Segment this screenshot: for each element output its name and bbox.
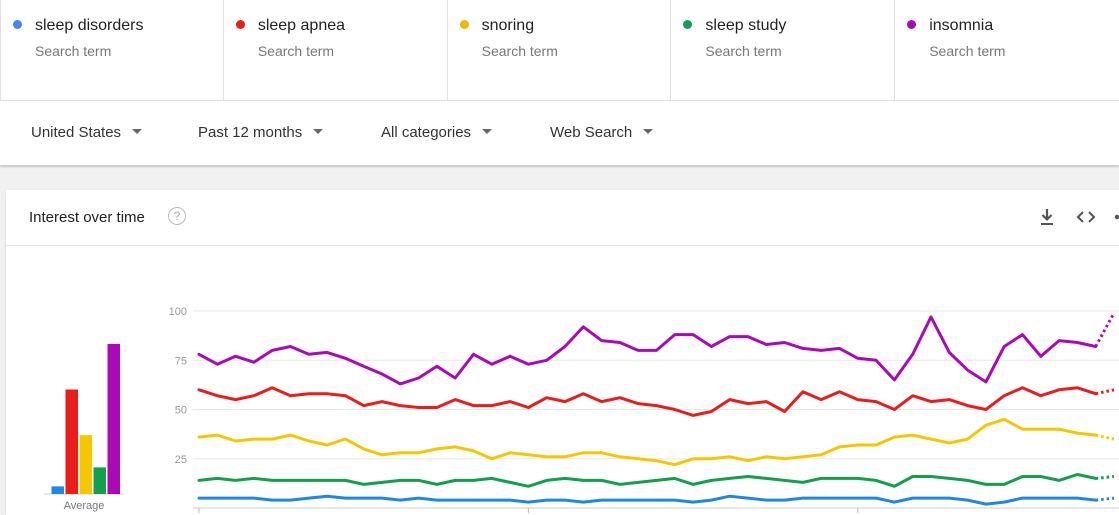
y-tick-label: 100 — [169, 306, 187, 318]
term-color-dot — [13, 20, 22, 29]
y-tick-label: 25 — [175, 454, 187, 466]
average-bar-sleep-disorders — [51, 486, 64, 494]
term-color-dot — [907, 20, 917, 29]
search-type-label: Web Search — [550, 124, 633, 141]
average-bar-sleep-apnea — [65, 389, 78, 494]
download-icon[interactable] — [1036, 206, 1058, 228]
category-dropdown[interactable]: All categories — [381, 124, 493, 141]
series-partial-snoring — [1095, 433, 1115, 441]
chevron-down-icon — [132, 128, 143, 134]
series-line-sleep-apnea — [197, 386, 1098, 417]
search-type-dropdown[interactable]: Web Search — [550, 124, 654, 141]
term-name: sleep study — [705, 17, 787, 34]
series-partial-insomnia — [1094, 312, 1116, 348]
y-tick-label: 50 — [175, 405, 187, 417]
interest-over-time-card: Interest over time ? Average 25 50 75 100 F… — [6, 190, 1119, 515]
average-bar-sleep-study — [93, 467, 106, 494]
average-label: Average — [64, 500, 105, 512]
time-range-label: Past 12 months — [198, 124, 303, 141]
series-partial-sleep-apnea — [1095, 388, 1115, 396]
term-subtitle: Search term — [481, 43, 558, 59]
term-subtitle: Search term — [35, 43, 112, 59]
term-color-dot — [459, 20, 469, 29]
time-range-dropdown[interactable]: Past 12 months — [198, 124, 324, 141]
term-sleep-apnea[interactable]: sleep apnea Search term — [224, 0, 448, 100]
term-color-dot — [235, 20, 245, 29]
chevron-down-icon — [313, 128, 324, 134]
share-icon[interactable] — [1111, 206, 1119, 228]
chevron-down-icon — [482, 128, 493, 134]
average-bar-snoring — [79, 435, 92, 494]
term-name: insomnia — [929, 17, 994, 34]
y-tick-label: 75 — [175, 355, 187, 367]
series-line-snoring — [197, 417, 1098, 467]
term-color-dot — [683, 20, 693, 29]
series-line-sleep-study — [197, 473, 1098, 488]
chart-area: Average 25 50 75 100 Feb 25, 2018Jul 1, 201… — [44, 306, 1119, 513]
average-bar-chart: Average — [44, 343, 124, 512]
series-partial-sleep-disorders — [1095, 496, 1115, 502]
term-sleep-disorders[interactable]: sleep disorders Search term — [0, 0, 224, 100]
line-chart-axis: Feb 25, 2018Jul 1, 2018Nov 4, 2018 — [193, 507, 1119, 513]
embed-code-icon[interactable] — [1075, 206, 1097, 228]
search-terms-bar: sleep disorders Search term sleep apnea … — [0, 0, 1119, 100]
filter-bar: United States Past 12 months All categor… — [0, 100, 1119, 165]
term-snoring[interactable]: snoring Search term — [448, 0, 672, 100]
term-insomnia[interactable]: insomnia Search term — [895, 0, 1119, 100]
chevron-down-icon — [643, 128, 654, 134]
region-dropdown[interactable]: United States — [31, 124, 143, 141]
line-chart-series — [197, 312, 1116, 506]
category-label: All categories — [381, 124, 472, 141]
card-title: Interest over time — [29, 209, 145, 226]
term-sleep-study[interactable]: sleep study Search term — [671, 0, 896, 100]
term-name: sleep apnea — [257, 17, 346, 34]
series-partial-sleep-study — [1095, 474, 1115, 480]
term-subtitle: Search term — [705, 43, 782, 59]
term-subtitle: Search term — [929, 43, 1006, 59]
series-line-insomnia — [197, 315, 1098, 386]
help-icon[interactable]: ? — [168, 207, 186, 225]
average-bar-insomnia — [107, 343, 120, 494]
series-line-sleep-disorders — [197, 494, 1098, 506]
term-name: snoring — [481, 17, 535, 34]
term-name: sleep disorders — [35, 17, 144, 34]
region-label: United States — [31, 124, 122, 141]
card-divider — [6, 245, 1119, 246]
term-subtitle: Search term — [257, 43, 335, 59]
